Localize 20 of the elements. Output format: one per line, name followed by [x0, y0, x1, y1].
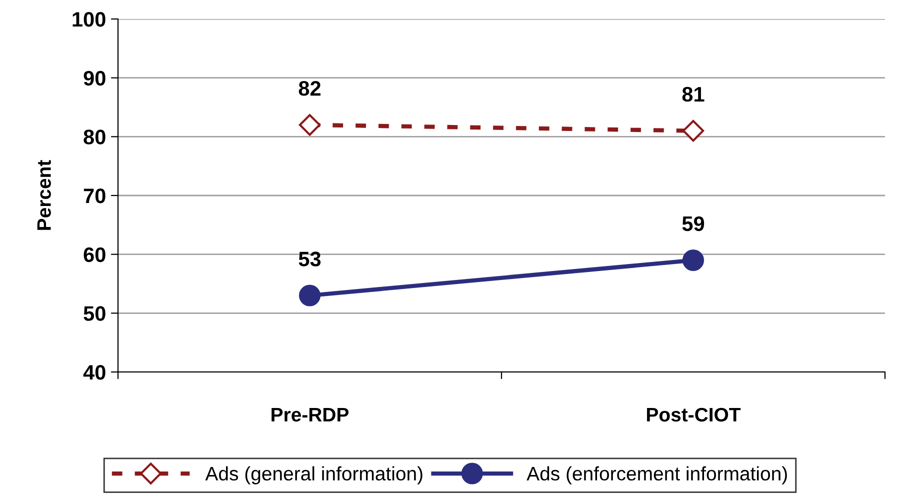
data-label: 59 [682, 216, 704, 232]
y-tick-label: 60 [84, 247, 106, 262]
data-label: 53 [298, 252, 321, 266]
y-axis-title: Percent [37, 160, 51, 230]
point [682, 120, 704, 142]
y-tick-label: 100 [72, 12, 106, 27]
data-label: 81 [682, 86, 704, 102]
point [298, 284, 321, 306]
legend-label: Ads (general information) [205, 466, 422, 484]
y-tick-label: 90 [84, 70, 106, 86]
y-tick-label: 80 [84, 130, 106, 144]
legend-label: Ads (enforcement information) [526, 466, 787, 484]
y-tick-label: 50 [84, 306, 106, 321]
data-label: 82 [298, 81, 321, 96]
x-tick-label: Pre-RDP [272, 408, 349, 422]
x-tick-label: Post-CIOT [647, 408, 741, 422]
y-tick-label: 70 [84, 188, 106, 204]
point [682, 249, 704, 271]
point [298, 114, 321, 136]
y-tick-label: 40 [83, 365, 106, 380]
